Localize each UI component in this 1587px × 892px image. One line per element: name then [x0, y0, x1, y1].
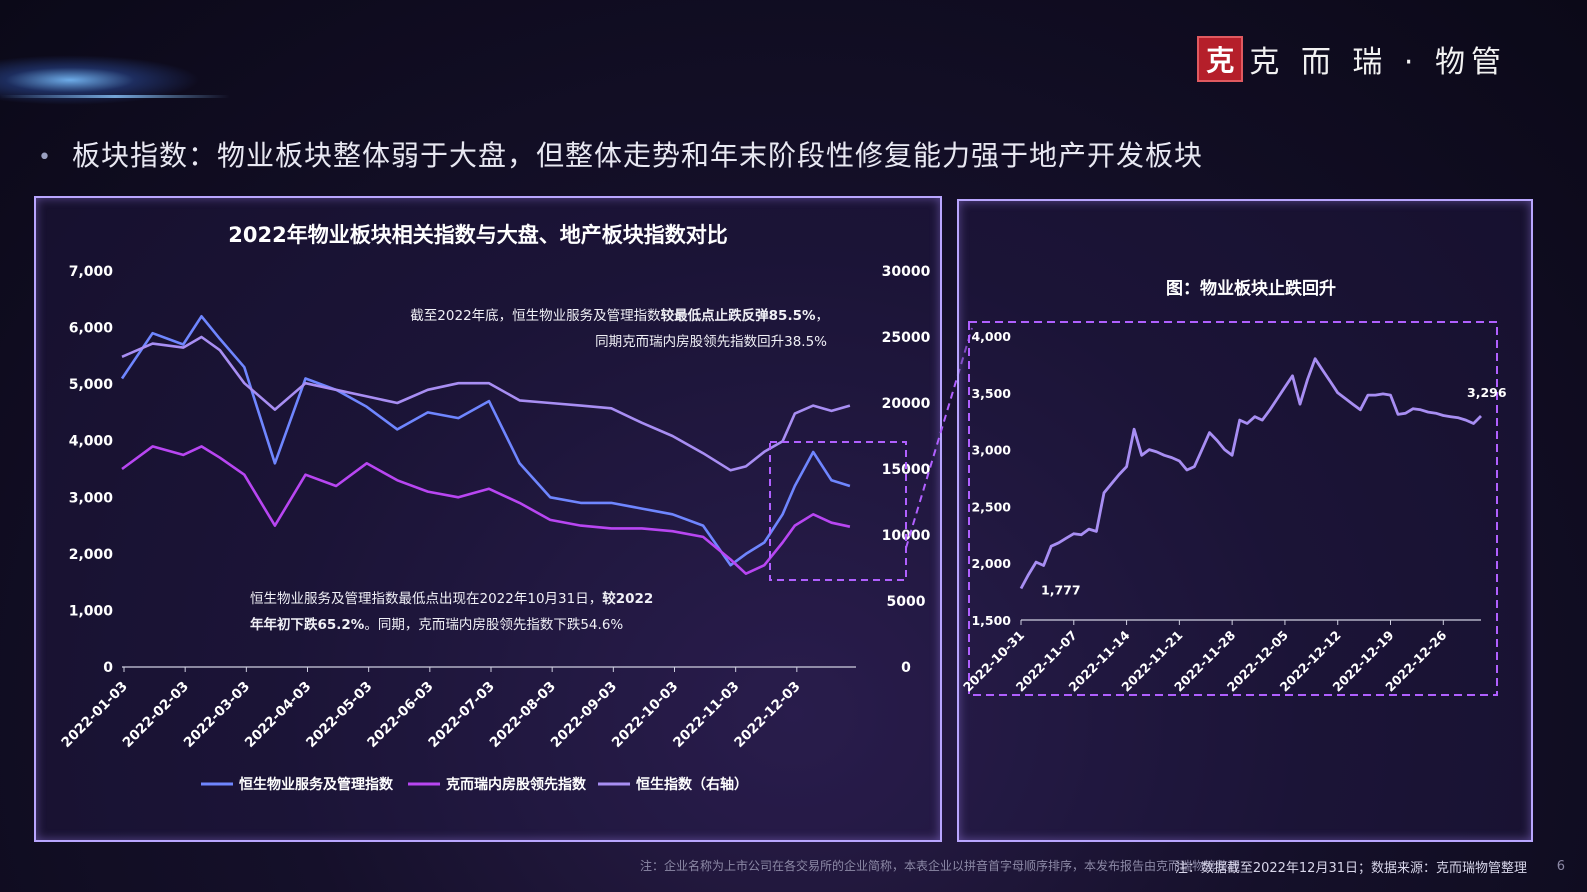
y-left-tick-label: 3,000	[69, 490, 114, 506]
zoom-chart-dashed-frame	[968, 321, 1498, 696]
headline-text: 板块指数：物业板块整体弱于大盘，但整体走势和年末阶段性修复能力强于地产开发板块	[71, 139, 1203, 172]
legend-label: 克而瑞内房股领先指数	[446, 776, 587, 793]
y-tick-label: 3,500	[971, 386, 1011, 401]
footer-note: 注：数据截至2022年12月31日；数据来源：克而瑞物管整理	[1174, 861, 1527, 876]
y-right-tick-label: 25000	[882, 330, 931, 346]
y-tick-label: 2,500	[971, 499, 1011, 514]
annotation-bottom-line2: 年年初下跌65.2%。同期，克而瑞内房股领先指数下跌54.6%	[250, 616, 623, 633]
y-left-tick-label: 1,000	[69, 603, 114, 619]
y-tick-label: 4,000	[971, 329, 1011, 344]
annotation-top-line2: 同期克而瑞内房股领先指数回升38.5%	[595, 334, 827, 350]
brand-seal: 克	[1197, 36, 1244, 82]
y-right-tick-label: 20000	[882, 396, 931, 412]
y-left-tick-label: 6,000	[69, 321, 114, 337]
y-tick-label: 2,000	[971, 556, 1011, 571]
footer-disclaimer: 注：企业名称为上市公司在各交易所的企业简称，本表企业以拼音首字母顺序排序，本发布…	[640, 859, 1241, 873]
light-streak	[0, 95, 230, 98]
min-value-label: 1,777	[1041, 583, 1081, 598]
series-line	[1019, 357, 1482, 590]
y-left-tick-label: 4,000	[69, 434, 114, 450]
series-line	[121, 445, 851, 575]
legend-label: 恒生指数（右轴）	[636, 776, 748, 793]
y-tick-label: 3,000	[971, 443, 1011, 458]
brand-logo: 克 克 而 瑞 · 物管	[1197, 36, 1507, 82]
annotation-bottom-line1: 恒生物业服务及管理指数最低点出现在2022年10月31日，较2022	[250, 590, 653, 607]
legend-label: 恒生物业服务及管理指数	[239, 776, 394, 793]
y-left-tick-label: 0	[103, 660, 113, 676]
page-number: 6	[1556, 859, 1565, 874]
zoom-chart-title: 图：物业板块止跌回升	[1166, 278, 1336, 299]
brand-name: 克 而 瑞 · 物管	[1249, 45, 1507, 80]
bullet-icon: •	[38, 144, 52, 170]
series-line	[120, 315, 851, 567]
legend: 恒生物业服务及管理指数 克而瑞内房股领先指数 恒生指数（右轴）	[201, 776, 748, 793]
y-left-tick-label: 5,000	[69, 377, 114, 393]
y-right-tick-label: 0	[901, 660, 911, 676]
y-right-tick-label: 30000	[882, 264, 931, 280]
y-right-tick-label: 5000	[887, 594, 926, 610]
headline: • 板块指数：物业板块整体弱于大盘，但整体走势和年末阶段性修复能力强于地产开发板块	[38, 134, 1203, 174]
zoom-line-chart: 图：物业板块止跌回升 4,000 3,500 3,000 2,500 2,000 1,50…	[960, 278, 1507, 696]
x-tick-label: 2022-12-03	[731, 679, 803, 751]
zoom-chart-panel: 图：物业板块止跌回升 4,000 3,500 3,000 2,500 2,000 1,50…	[957, 199, 1533, 842]
y-tick-label: 1,500	[971, 613, 1011, 628]
y-left-tick-label: 2,000	[69, 547, 114, 563]
main-line-chart: 2022年物业板块相关指数与大盘、地产板块指数对比 7,000 6,000 5,00…	[58, 223, 931, 793]
main-chart-panel: 2022年物业板块相关指数与大盘、地产板块指数对比 7,000 6,000 5,00…	[34, 196, 942, 842]
y-left-tick-label: 7,000	[69, 264, 114, 280]
main-chart-title: 2022年物业板块相关指数与大盘、地产板块指数对比	[228, 223, 727, 247]
last-value-label: 3,296	[1467, 385, 1507, 400]
annotation-top-line1: 截至2022年底，恒生物业服务及管理指数较最低点止跌反弹85.5%，	[410, 307, 829, 324]
